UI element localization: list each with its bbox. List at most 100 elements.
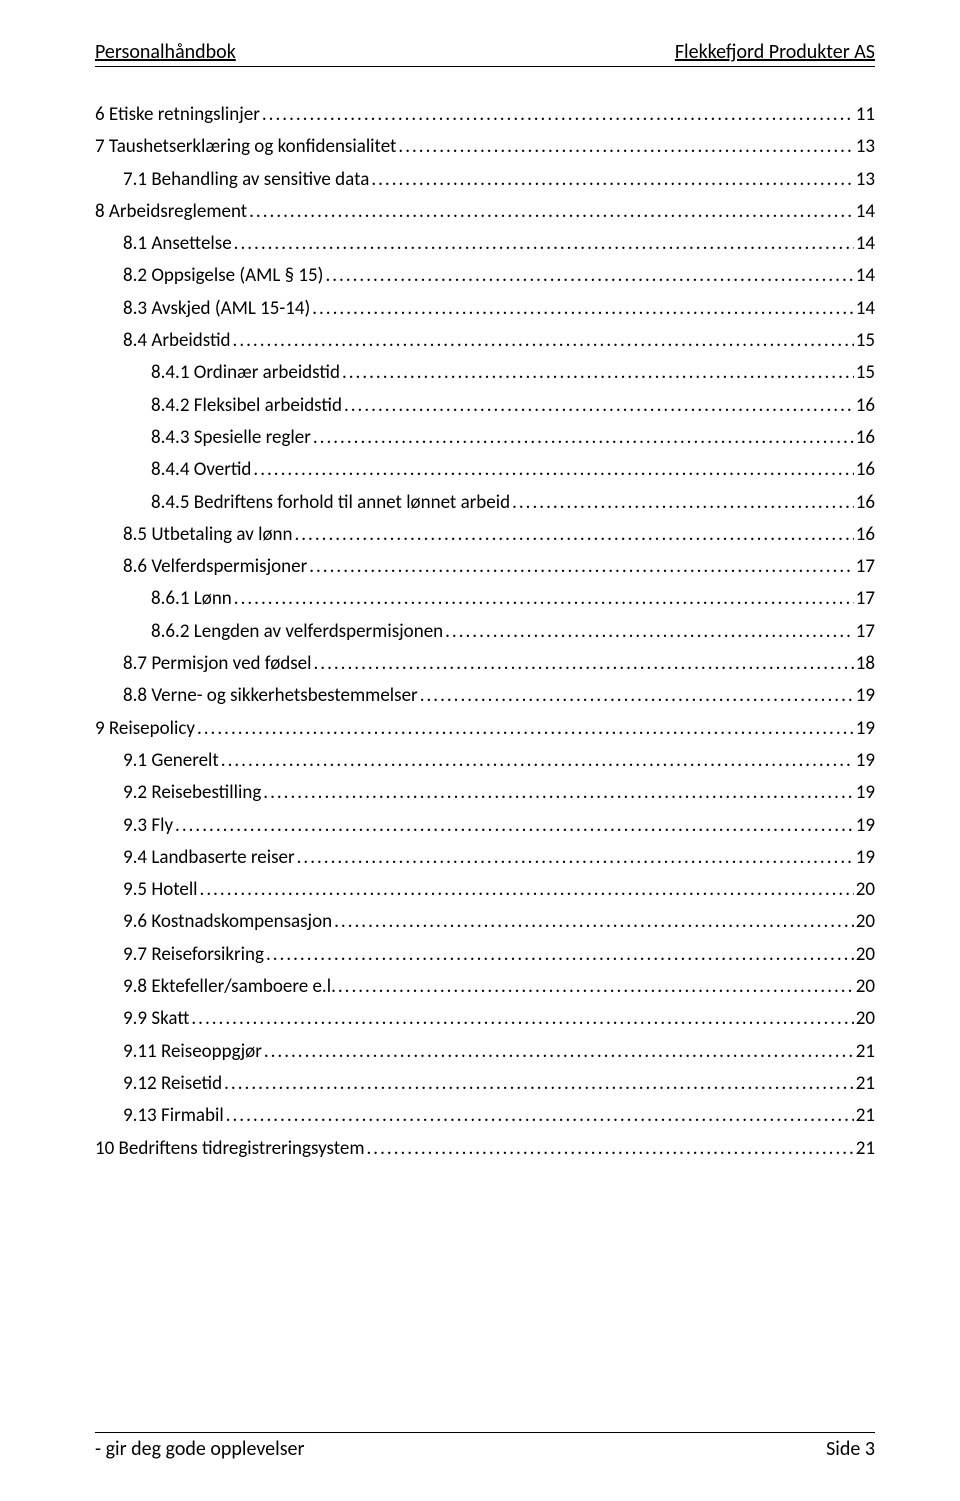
- toc-leader-dots: [334, 912, 854, 931]
- toc-entry-page: 19: [856, 783, 875, 802]
- toc-leader-dots: [266, 945, 854, 964]
- toc-leader-dots: [233, 331, 854, 350]
- toc-entry-title: 9.1 Generelt: [123, 751, 219, 770]
- toc-entry-title: 9.3 Fly: [123, 816, 173, 835]
- toc-entry[interactable]: 8.5 Utbetaling av lønn 16: [95, 525, 875, 544]
- footer-left: - gir deg gode opplevelser: [95, 1437, 304, 1461]
- toc-entry-page: 16: [856, 460, 875, 479]
- toc-entry[interactable]: 8.4.1 Ordinær arbeidstid 15: [95, 363, 875, 382]
- toc-entry-page: 19: [856, 686, 875, 705]
- toc-leader-dots: [175, 816, 854, 835]
- toc-entry-page: 20: [856, 1009, 875, 1028]
- toc-entry-title: 9.5 Hotell: [123, 880, 198, 899]
- toc-leader-dots: [309, 557, 854, 576]
- toc-leader-dots: [200, 880, 854, 899]
- toc-leader-dots: [234, 234, 854, 253]
- toc-entry[interactable]: 9.13 Firmabil 21: [95, 1106, 875, 1125]
- toc-entry[interactable]: 9.12 Reisetid 21: [95, 1074, 875, 1093]
- toc-leader-dots: [294, 525, 853, 544]
- toc-entry[interactable]: 8.8 Verne- og sikkerhetsbestemmelser 19: [95, 686, 875, 705]
- toc-entry[interactable]: 8.3 Avskjed (AML 15-14) 14: [95, 299, 875, 318]
- toc-entry[interactable]: 9.11 Reiseoppgjør 21: [95, 1042, 875, 1061]
- toc-entry-page: 13: [856, 170, 875, 189]
- toc-leader-dots: [420, 686, 854, 705]
- table-of-contents: 6 Etiske retningslinjer 11 7 Taushetserkl…: [95, 105, 875, 1402]
- toc-entry[interactable]: 7 Taushetserklæring og konfidensialitet …: [95, 137, 875, 156]
- toc-entry[interactable]: 8.4 Arbeidstid 15: [95, 331, 875, 350]
- toc-entry-page: 19: [856, 848, 875, 867]
- toc-leader-dots: [342, 363, 854, 382]
- toc-leader-dots: [262, 105, 854, 124]
- toc-entry-page: 21: [856, 1139, 875, 1158]
- toc-entry[interactable]: 9.7 Reiseforsikring 20: [95, 945, 875, 964]
- toc-leader-dots: [221, 751, 854, 770]
- toc-leader-dots: [512, 493, 854, 512]
- toc-entry-page: 14: [856, 299, 875, 318]
- toc-leader-dots: [226, 1106, 854, 1125]
- toc-entry-title: 9.13 Firmabil: [123, 1106, 224, 1125]
- toc-entry[interactable]: 8.4.5 Bedriftens forhold til annet lønne…: [95, 493, 875, 512]
- footer-right: Side 3: [826, 1437, 875, 1461]
- toc-leader-dots: [338, 977, 854, 996]
- toc-entry[interactable]: 7.1 Behandling av sensitive data 13: [95, 170, 875, 189]
- toc-entry[interactable]: 9.8 Ektefeller/samboere e.l. 20: [95, 977, 875, 996]
- toc-entry[interactable]: 9 Reisepolicy 19: [95, 719, 875, 738]
- toc-leader-dots: [264, 1042, 854, 1061]
- toc-entry-page: 15: [856, 331, 875, 350]
- toc-entry-page: 14: [856, 266, 875, 285]
- toc-entry-title: 9.11 Reiseoppgjør: [123, 1042, 262, 1061]
- toc-entry[interactable]: 8.2 Oppsigelse (AML § 15) 14: [95, 266, 875, 285]
- toc-entry-page: 20: [856, 912, 875, 931]
- toc-entry-title: 8.3 Avskjed (AML 15-14): [123, 299, 310, 318]
- header-left: Personalhåndbok: [95, 40, 236, 64]
- toc-entry-title: 8.6 Velferdspermisjoner: [123, 557, 307, 576]
- toc-entry-page: 16: [856, 396, 875, 415]
- toc-entry-title: 8.2 Oppsigelse (AML § 15): [123, 266, 323, 285]
- toc-entry-title: 9.8 Ektefeller/samboere e.l.: [123, 977, 336, 996]
- toc-entry[interactable]: 9.4 Landbaserte reiser 19: [95, 848, 875, 867]
- toc-entry[interactable]: 8.4.2 Fleksibel arbeidstid 16: [95, 396, 875, 415]
- toc-entry-page: 14: [856, 202, 875, 221]
- toc-entry-title: 7 Taushetserklæring og konfidensialitet: [95, 137, 396, 156]
- toc-entry[interactable]: 8 Arbeidsreglement 14: [95, 202, 875, 221]
- toc-entry[interactable]: 8.6.1 Lønn 17: [95, 589, 875, 608]
- toc-entry-title: 8.7 Permisjon ved fødsel: [123, 654, 312, 673]
- header-right: Flekkefjord Produkter AS: [675, 40, 875, 64]
- toc-entry[interactable]: 8.4.4 Overtid 16: [95, 460, 875, 479]
- toc-leader-dots: [312, 299, 854, 318]
- toc-leader-dots: [344, 396, 854, 415]
- toc-entry[interactable]: 8.6 Velferdspermisjoner 17: [95, 557, 875, 576]
- toc-entry-page: 16: [856, 525, 875, 544]
- toc-entry[interactable]: 9.2 Reisebestilling 19: [95, 783, 875, 802]
- toc-entry-page: 20: [856, 977, 875, 996]
- toc-entry[interactable]: 8.4.3 Spesielle regler 16: [95, 428, 875, 447]
- toc-entry-title: 6 Etiske retningslinjer: [95, 105, 260, 124]
- toc-entry-title: 9.9 Skatt: [123, 1009, 189, 1028]
- toc-leader-dots: [445, 622, 854, 641]
- toc-entry[interactable]: 6 Etiske retningslinjer 11: [95, 105, 875, 124]
- toc-entry-page: 17: [856, 557, 875, 576]
- toc-entry-title: 9.6 Kostnadskompensasjon: [123, 912, 332, 931]
- toc-entry-title: 8.4.4 Overtid: [151, 460, 251, 479]
- toc-entry[interactable]: 8.1 Ansettelse 14: [95, 234, 875, 253]
- toc-entry[interactable]: 9.3 Fly 19: [95, 816, 875, 835]
- toc-entry[interactable]: 9.6 Kostnadskompensasjon 20: [95, 912, 875, 931]
- toc-entry-title: 8.6.1 Lønn: [151, 589, 232, 608]
- toc-entry-title: 8 Arbeidsreglement: [95, 202, 247, 221]
- toc-entry-title: 7.1 Behandling av sensitive data: [123, 170, 369, 189]
- toc-entry-page: 21: [856, 1074, 875, 1093]
- toc-leader-dots: [325, 266, 853, 285]
- toc-entry-page: 21: [856, 1042, 875, 1061]
- toc-entry[interactable]: 10 Bedriftens tidregistreringsystem 21: [95, 1139, 875, 1158]
- toc-entry[interactable]: 8.7 Permisjon ved fødsel 18: [95, 654, 875, 673]
- toc-entry-page: 18: [856, 654, 875, 673]
- toc-entry[interactable]: 9.1 Generelt 19: [95, 751, 875, 770]
- document-page: Personalhåndbok Flekkefjord Produkter AS…: [0, 0, 960, 1501]
- toc-entry[interactable]: 8.6.2 Lengden av velferdspermisjonen 17: [95, 622, 875, 641]
- toc-entry-page: 20: [856, 945, 875, 964]
- toc-entry[interactable]: 9.5 Hotell 20: [95, 880, 875, 899]
- toc-entry[interactable]: 9.9 Skatt 20: [95, 1009, 875, 1028]
- toc-entry-page: 16: [856, 493, 875, 512]
- toc-entry-title: 8.4.5 Bedriftens forhold til annet lønne…: [151, 493, 510, 512]
- toc-leader-dots: [234, 589, 854, 608]
